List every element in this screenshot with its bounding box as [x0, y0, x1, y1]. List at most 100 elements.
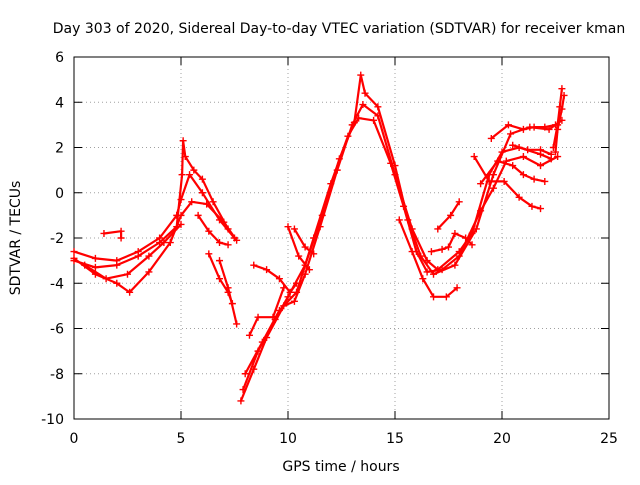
series-trace	[83, 223, 183, 280]
data-point	[293, 279, 301, 287]
data-point	[537, 146, 545, 154]
data-point	[275, 306, 283, 314]
y-tick-label: -8	[50, 367, 64, 383]
data-point	[344, 132, 352, 140]
data-point	[269, 313, 277, 321]
data-point	[554, 125, 562, 133]
data-point	[178, 171, 186, 179]
data-point	[241, 370, 249, 378]
series-sat-e	[100, 227, 125, 242]
data-point	[442, 293, 450, 301]
data-point	[117, 234, 125, 242]
data-point	[558, 105, 566, 113]
y-tick-label: 0	[55, 186, 64, 202]
data-point	[190, 166, 198, 174]
series-trace	[248, 286, 285, 337]
data-point	[166, 239, 174, 247]
data-point	[181, 153, 189, 161]
data-point	[400, 202, 408, 210]
data-point	[205, 227, 213, 235]
data-point	[430, 293, 438, 301]
data-point	[290, 297, 298, 305]
data-point	[117, 227, 125, 235]
data-point	[455, 252, 463, 260]
axis-ticks: 0 5 10 15 20 25 -10 -8 -6 -4 -2 0 2 4 6	[41, 50, 618, 447]
data-point	[462, 234, 470, 242]
series-sat-u	[487, 121, 559, 142]
series-layer	[70, 71, 568, 405]
data-point	[500, 177, 508, 185]
grid	[74, 57, 609, 419]
data-point	[224, 225, 232, 233]
data-point	[177, 220, 185, 228]
data-point	[81, 261, 89, 269]
data-point	[485, 177, 493, 185]
series-sat-b	[70, 198, 241, 296]
data-point	[284, 223, 292, 231]
data-point	[455, 198, 463, 206]
data-point	[374, 103, 382, 111]
y-tick-label: -4	[50, 276, 64, 292]
data-point	[194, 211, 202, 219]
data-point	[530, 175, 538, 183]
data-point	[102, 275, 110, 283]
data-point	[134, 252, 142, 260]
data-point	[528, 202, 536, 210]
data-point	[233, 320, 241, 328]
data-point	[198, 189, 206, 197]
data-point	[286, 288, 294, 296]
series-sat-h	[216, 257, 241, 328]
y-tick-label: 4	[55, 95, 64, 111]
data-point	[468, 241, 476, 249]
data-point	[113, 261, 121, 269]
series-sat-i	[237, 101, 555, 405]
data-point	[245, 331, 253, 339]
x-tick-label: 0	[70, 431, 79, 447]
data-point	[427, 248, 435, 256]
series-trace	[102, 230, 123, 240]
data-point	[250, 261, 258, 269]
series-trace	[72, 200, 238, 294]
data-point	[310, 234, 318, 242]
data-point	[124, 270, 131, 278]
data-point	[216, 275, 224, 283]
data-point	[224, 284, 232, 292]
data-point	[233, 236, 241, 244]
data-point	[113, 279, 121, 287]
data-point	[558, 85, 566, 93]
data-point	[515, 193, 523, 201]
data-point	[445, 243, 452, 251]
y-tick-label: -10	[41, 412, 64, 428]
data-point	[537, 162, 545, 170]
data-point	[370, 116, 378, 124]
data-point	[310, 250, 318, 258]
data-point	[560, 91, 568, 99]
data-point	[477, 180, 485, 188]
data-point	[451, 261, 459, 269]
data-point	[179, 137, 187, 145]
series-sat-r	[434, 198, 463, 233]
data-point	[357, 71, 365, 79]
data-point	[216, 239, 224, 247]
data-point	[387, 159, 395, 167]
data-point	[447, 211, 455, 219]
data-point	[70, 257, 78, 265]
data-point	[472, 225, 480, 233]
series-sat-p	[395, 216, 461, 301]
data-point	[290, 225, 298, 233]
data-point	[91, 263, 99, 271]
series-sat-n	[284, 223, 313, 274]
data-point	[470, 153, 478, 161]
data-point	[293, 288, 301, 296]
series-sat-m	[250, 261, 301, 296]
data-point	[395, 216, 403, 224]
data-point	[361, 89, 369, 97]
series-sat-f	[194, 211, 232, 249]
series-sat-q	[427, 229, 476, 256]
data-point	[423, 268, 431, 276]
data-point	[507, 130, 515, 138]
data-point	[224, 241, 232, 249]
y-tick-label: -6	[50, 322, 64, 338]
data-point	[203, 200, 211, 208]
